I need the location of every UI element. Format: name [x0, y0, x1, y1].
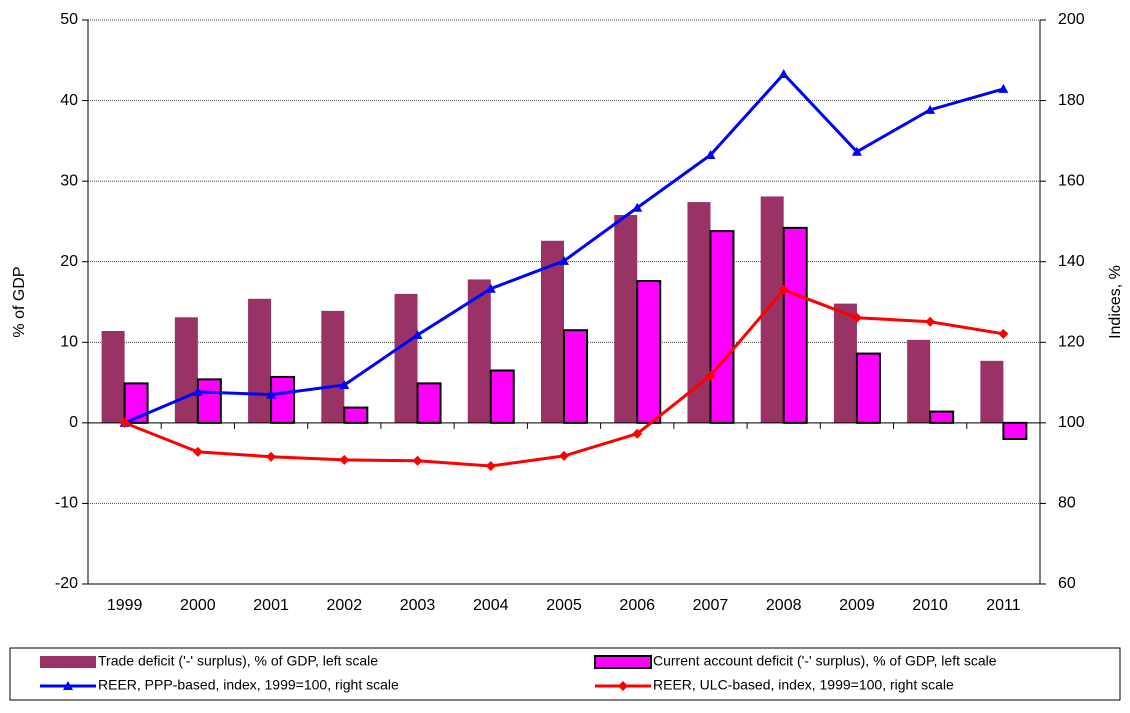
x-tick-label: 2004 [473, 597, 509, 614]
x-tick-label: 2001 [253, 597, 289, 614]
bar [907, 339, 931, 423]
point [778, 284, 789, 295]
point [998, 83, 1009, 93]
point [632, 428, 643, 439]
y-tick-label: -10 [55, 495, 78, 512]
x-tick-label: 2008 [766, 597, 802, 614]
y2-tick-label: 120 [1058, 334, 1085, 351]
y2-tick-label: 160 [1058, 172, 1085, 189]
x-tick-label: 2007 [693, 597, 729, 614]
y-tick-label: 40 [60, 92, 78, 109]
point [559, 255, 569, 265]
x-tick-label: 2011 [986, 597, 1021, 614]
point [339, 454, 350, 465]
legend-label: REER, ULC-based, index, 1999=100, right … [653, 677, 954, 693]
y2-tick-label: 180 [1058, 92, 1085, 109]
bar [782, 226, 808, 424]
legend-label: REER, PPP-based, index, 1999=100, right … [98, 677, 399, 693]
point [632, 202, 643, 212]
x-tick-label: 2010 [912, 597, 948, 614]
point [851, 312, 862, 323]
point [412, 330, 423, 340]
legend-marker [618, 681, 628, 691]
y-tick-label: 30 [60, 172, 78, 189]
bar [467, 279, 491, 423]
bar [321, 310, 345, 423]
y2-axis-label: Indices, % [1107, 265, 1124, 339]
bar [1002, 421, 1028, 440]
bar [489, 369, 515, 424]
bar [101, 331, 125, 423]
point [119, 417, 130, 428]
point [998, 328, 1009, 339]
y-tick-label: -20 [55, 575, 78, 592]
point [925, 104, 936, 114]
point [266, 389, 277, 399]
bar [709, 230, 735, 424]
bar [929, 410, 955, 424]
x-tick-label: 2002 [327, 597, 363, 614]
y2-tick-label: 140 [1058, 253, 1085, 270]
legend-label: Trade deficit ('-' surplus), % of GDP, l… [98, 653, 378, 669]
bar [270, 375, 296, 424]
bar [343, 406, 369, 424]
bar [174, 317, 198, 423]
bar [541, 240, 564, 423]
bar [980, 360, 1004, 423]
point [705, 149, 716, 159]
legend-label: Current account deficit ('-' surplus), %… [653, 653, 997, 669]
point [412, 455, 423, 466]
y2-tick-label: 80 [1058, 495, 1076, 512]
y2-tick-label: 200 [1058, 11, 1085, 28]
x-tick-label: 1999 [107, 597, 143, 614]
bar [196, 378, 222, 424]
bar [416, 382, 442, 424]
y2-tick-label: 60 [1058, 575, 1076, 592]
bar [855, 352, 881, 424]
point [705, 370, 716, 381]
x-tick-label: 2005 [546, 597, 582, 614]
x-tick-label: 2000 [180, 597, 216, 614]
x-tick-label: 2003 [400, 597, 436, 614]
bar [760, 196, 784, 423]
bar [833, 303, 857, 423]
point [559, 450, 569, 461]
point [192, 446, 203, 457]
bar [614, 214, 638, 423]
point [925, 316, 936, 327]
bar [687, 202, 711, 423]
point [266, 451, 277, 462]
y-tick-label: 50 [60, 11, 78, 28]
point [192, 386, 203, 396]
point [339, 379, 350, 389]
y-tick-label: 20 [60, 253, 78, 270]
x-tick-label: 2006 [619, 597, 655, 614]
point [485, 283, 496, 293]
y2-tick-label: 100 [1058, 414, 1085, 431]
x-tick-label: 2009 [839, 597, 875, 614]
bar [563, 329, 588, 424]
bar [248, 298, 272, 423]
bar [636, 280, 662, 424]
legend-swatch [40, 656, 96, 668]
point [485, 460, 496, 471]
point [851, 146, 862, 156]
y-axis-label: % of GDP [11, 266, 28, 337]
bar [394, 293, 418, 423]
y-tick-label: 0 [69, 414, 78, 431]
point [778, 68, 789, 78]
legend-swatch [594, 655, 652, 669]
y-tick-label: 10 [60, 334, 78, 351]
legend-box [9, 647, 1121, 701]
legend-marker [63, 681, 73, 690]
